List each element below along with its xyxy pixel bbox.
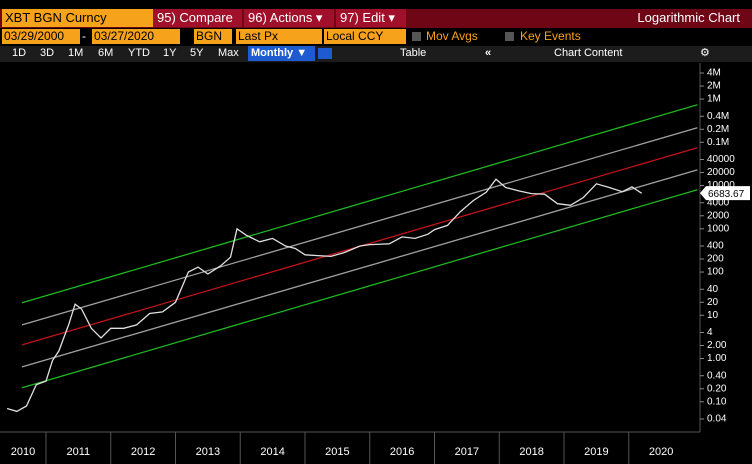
range-bar: Monthly ▼ Table « Chart Content ⚙ 1D 3D 1M…	[0, 46, 752, 62]
y-tick-label: 2000	[707, 210, 730, 221]
last-price-label: 6683.67	[708, 189, 745, 200]
x-tick-label: 2019	[584, 446, 608, 458]
y-tick-label: 20	[707, 297, 719, 308]
frequency[interactable]: Monthly ▼	[248, 46, 315, 61]
menu[interactable]: 95) Compare	[153, 9, 242, 27]
security-field[interactable]: XBT BGN Curncy	[2, 9, 153, 27]
chart-content[interactable]: Chart Content	[554, 47, 623, 59]
x-tick-label: 2017	[455, 446, 479, 458]
y-tick-label: 0.1M	[707, 137, 729, 148]
x-tick-label: 2014	[260, 446, 284, 458]
x-tick-label: 2018	[519, 446, 543, 458]
range-button[interactable]: Max	[218, 47, 239, 59]
x-tick-label: 2016	[390, 446, 414, 458]
x-tick-label: 2010	[11, 446, 35, 458]
y-tick-label: 200	[707, 254, 724, 265]
separator: -	[82, 29, 86, 43]
y-tick-label: 2.00	[707, 340, 727, 351]
title-bar: XBT BGN Curncy 95) Compare 96) Actions ▾…	[0, 9, 752, 28]
x-tick-label: 2011	[67, 446, 91, 458]
checkbox[interactable]	[412, 32, 421, 41]
y-tick-label: 0.04	[707, 414, 727, 425]
x-tick-label: 2015	[325, 446, 349, 458]
source[interactable]: BGN	[194, 29, 232, 44]
range-button[interactable]: 1D	[12, 47, 27, 59]
y-tick-label: 10	[707, 310, 719, 321]
y-tick-label: 0.4M	[707, 111, 729, 122]
range-button[interactable]: 1M	[68, 47, 84, 59]
y-tick-label: 0.20	[707, 383, 727, 394]
chart-icon[interactable]	[318, 48, 332, 59]
settings-icon[interactable]: ⚙	[700, 47, 710, 59]
series-line	[21, 127, 698, 326]
y-tick-label: 400	[707, 241, 724, 252]
menu[interactable]: 97) Edit ▾	[336, 9, 406, 27]
y-tick-label: 40000	[707, 154, 735, 165]
controls-bar: 03/29/2000 - 03/27/2020 BGN Last Px Loca…	[0, 29, 752, 45]
view-title: Logarithmic Chart	[637, 10, 740, 25]
y-tick-label: 4M	[707, 68, 721, 79]
collapse[interactable]: «	[485, 47, 492, 59]
series-line	[6, 178, 643, 413]
y-tick-label: 2M	[707, 81, 721, 92]
y-tick-label: 4000	[707, 197, 730, 208]
menu[interactable]: 96) Actions ▾	[244, 9, 334, 27]
series-line	[21, 104, 698, 304]
y-tick-label: 1M	[707, 94, 721, 105]
start-date[interactable]: 03/29/2000	[2, 29, 80, 44]
chart: 4M2M1M0.4M0.2M0.1M4000020000100004000200…	[0, 63, 752, 464]
toggle[interactable]: Key Events	[520, 29, 581, 43]
x-tick-label: 2020	[649, 446, 673, 458]
range-button[interactable]: 1Y	[163, 47, 177, 59]
field[interactable]: Last Px	[236, 29, 322, 44]
currency[interactable]: Local CCY	[324, 29, 406, 44]
range-button[interactable]: 5Y	[190, 47, 204, 59]
y-tick-label: 0.40	[707, 370, 727, 381]
last-price-tag	[700, 186, 750, 201]
checkbox[interactable]	[505, 32, 514, 41]
series-line	[21, 169, 698, 368]
range-button[interactable]: 3D	[40, 47, 55, 59]
y-tick-label: 10000	[707, 180, 735, 191]
x-tick-label: 2013	[196, 446, 220, 458]
y-tick-label: 20000	[707, 167, 735, 178]
end-date[interactable]: 03/27/2020	[92, 29, 180, 44]
plot	[6, 104, 698, 413]
range-button[interactable]: 6M	[98, 47, 114, 59]
range-button[interactable]: YTD	[128, 47, 150, 59]
series-line	[21, 189, 698, 389]
table-button[interactable]: Table	[400, 47, 427, 59]
y-tick-label: 4	[707, 327, 713, 338]
y-tick-label: 0.2M	[707, 124, 729, 135]
y-tick-label: 0.10	[707, 396, 727, 407]
x-tick-label: 2012	[131, 446, 155, 458]
y-tick-label: 1000	[707, 223, 730, 234]
y-tick-label: 40	[707, 284, 719, 295]
y-tick-label: 1.00	[707, 353, 727, 364]
toggle[interactable]: Mov Avgs	[426, 29, 478, 43]
y-tick-label: 100	[707, 267, 724, 278]
